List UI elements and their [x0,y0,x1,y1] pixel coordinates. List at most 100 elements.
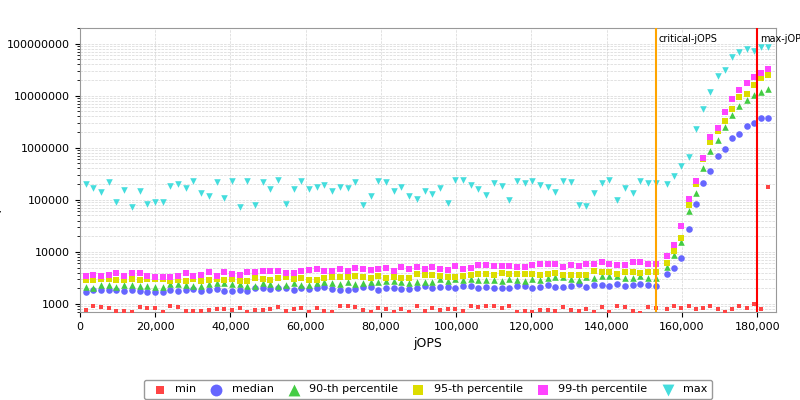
99-th percentile [740,80,753,86]
95-th percentile [349,272,362,279]
median [164,286,177,293]
median [626,281,639,288]
90-th percentile [634,273,646,279]
90-th percentile [110,284,123,290]
min [510,309,523,315]
min [711,306,724,312]
95-th percentile [549,269,562,276]
median [395,286,408,292]
min [87,303,100,309]
max [618,184,631,191]
max [272,177,285,183]
90-th percentile [449,276,462,283]
99-th percentile [503,263,516,270]
99-th percentile [318,268,331,275]
90-th percentile [503,276,516,282]
Y-axis label: Response time, usec: Response time, usec [0,105,2,235]
min [718,309,731,315]
median [249,285,262,291]
90-th percentile [495,278,508,284]
90-th percentile [87,284,100,291]
90-th percentile [472,277,485,284]
min [626,308,639,314]
95-th percentile [149,276,162,282]
median [218,288,230,294]
min [472,304,485,310]
90-th percentile [164,281,177,287]
median [587,282,600,288]
95-th percentile [218,277,230,283]
median [279,285,292,291]
90-th percentile [380,278,393,284]
max [434,185,446,191]
90-th percentile [510,277,523,284]
95-th percentile [410,271,423,278]
95-th percentile [272,275,285,282]
99-th percentile [149,274,162,280]
median [711,152,724,159]
90-th percentile [156,284,169,290]
min [334,303,346,309]
95-th percentile [718,118,731,124]
95-th percentile [542,271,554,277]
min [172,304,185,310]
max [661,181,674,188]
95-th percentile [733,94,746,101]
95-th percentile [762,72,775,78]
max [572,202,585,208]
median [434,284,446,291]
95-th percentile [747,82,760,88]
min [426,305,438,311]
median [675,255,688,262]
median [661,271,674,277]
max [87,185,100,192]
max [341,185,354,191]
99-th percentile [164,274,177,280]
99-th percentile [510,264,523,270]
min [156,309,169,316]
median [334,287,346,293]
90-th percentile [249,282,262,289]
99-th percentile [241,269,254,275]
95-th percentile [210,276,223,282]
99-th percentile [118,272,130,279]
Text: max-jOPS: max-jOPS [760,34,800,44]
max [503,197,516,203]
90-th percentile [668,252,681,258]
min [747,301,760,307]
max [187,178,200,184]
median [690,201,702,208]
min [503,303,516,310]
95-th percentile [364,274,377,281]
99-th percentile [187,273,200,279]
max [334,184,346,190]
90-th percentile [349,280,362,287]
95-th percentile [534,272,546,278]
median [126,287,138,294]
95-th percentile [241,278,254,284]
90-th percentile [410,279,423,285]
95-th percentile [94,276,107,282]
max [156,198,169,205]
median [357,284,370,290]
99-th percentile [156,273,169,280]
median [650,283,662,290]
max [487,180,500,186]
95-th percentile [618,269,631,275]
max [241,177,254,184]
95-th percentile [202,276,215,283]
min [349,304,362,310]
95-th percentile [341,273,354,280]
99-th percentile [610,262,623,268]
99-th percentile [102,272,115,278]
90-th percentile [526,276,538,282]
max [126,204,138,210]
99-th percentile [650,261,662,268]
max [755,43,768,50]
99-th percentile [133,270,146,276]
95-th percentile [740,91,753,97]
90-th percentile [557,274,570,280]
95-th percentile [287,276,300,282]
95-th percentile [487,272,500,279]
90-th percentile [310,280,323,286]
